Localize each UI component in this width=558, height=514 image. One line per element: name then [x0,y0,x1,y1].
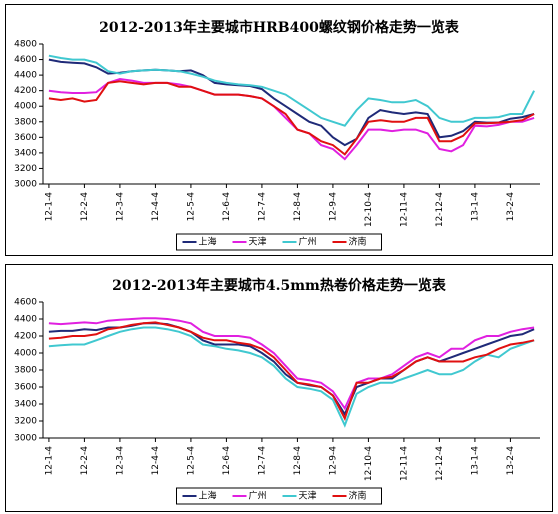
chart: 2012-2013年主要城市4.5mm热卷价格走势一览表 3000 3200 3400… [5,264,553,512]
chart: 2012-2013年主要城市HRB400螺纹钢价格走势一览表 3000 3200 34… [5,4,553,256]
x-tick-label: 12-3-4 [115,446,125,476]
y-tick-label: 3200 [14,164,37,174]
y-tick-label: 4600 [14,298,37,308]
chart-frame [5,4,553,256]
x-tick-label: 12-10-4 [364,446,374,481]
y-tick-label: 3800 [14,366,37,376]
x-tick-label: 12-10-4 [364,192,374,227]
x-tick-label: 12-4-4 [151,446,161,476]
legend-label: 济南 [349,490,367,502]
y-tick-label: 3800 [14,117,37,127]
x-tick-label: 12-11-4 [399,446,409,481]
x-tick-label: 13-1-4 [470,192,480,222]
x-tick-label: 12-2-4 [80,192,90,222]
series-line [48,326,535,428]
legend-label: 广州 [249,490,267,502]
y-tick-label: 3600 [14,383,37,393]
y-tick-label: 3600 [14,133,37,143]
y-tick-label: 3000 [14,434,37,444]
y-tick-label: 4000 [14,102,37,112]
y-tick-label: 4200 [14,332,37,342]
x-tick-label: 12-7-4 [257,446,267,476]
y-tick-label: 3000 [14,180,37,190]
chart-title: 2012-2013年主要城市HRB400螺纹钢价格走势一览表 [99,19,460,36]
chart-title: 2012-2013年主要城市4.5mm热卷价格走势一览表 [112,277,447,294]
x-tick-label: 13-2-4 [506,192,516,222]
x-tick-label: 12-7-4 [257,192,267,222]
legend-label: 上海 [199,236,217,248]
x-tick-label: 12-5-4 [186,192,196,222]
x-tick-label: 12-4-4 [151,192,161,222]
legend-label: 济南 [349,236,367,248]
x-tick-label: 12-8-4 [293,446,303,476]
y-tick-label: 3200 [14,417,37,427]
legend-label: 广州 [299,236,317,248]
x-tick-label: 12-1-4 [44,446,54,476]
x-tick-label: 12-1-4 [44,192,54,222]
series-line [48,317,535,411]
y-tick-label: 3400 [14,148,37,158]
y-tick-label: 4200 [14,86,37,96]
series-line [48,80,535,156]
y-tick-label: 4000 [14,349,37,359]
y-tick-label: 4400 [14,315,37,325]
x-tick-label: 13-2-4 [506,446,516,476]
x-tick-label: 12-11-4 [399,192,409,227]
x-tick-label: 12-6-4 [222,192,232,222]
legend-box [176,487,382,505]
y-tick-label: 4600 [14,55,37,65]
chart-frame [5,264,553,512]
legend-label: 天津 [299,491,317,502]
x-tick-label: 12-12-4 [435,446,445,481]
series-line [48,321,535,421]
legend-box [176,233,382,251]
y-tick-label: 3400 [14,400,37,410]
y-tick-label: 4400 [14,71,37,81]
x-tick-label: 12-12-4 [435,192,445,227]
x-tick-label: 12-2-4 [80,446,90,476]
x-tick-label: 12-3-4 [115,192,125,222]
x-tick-label: 12-6-4 [222,446,232,476]
legend-label: 上海 [199,490,217,502]
x-tick-label: 12-5-4 [186,446,196,476]
series-line [48,77,535,161]
y-tick-label: 4800 [14,40,37,50]
x-tick-label: 12-9-4 [328,192,338,222]
x-tick-label: 13-1-4 [470,446,480,476]
series-line [48,54,535,127]
legend-label: 天津 [249,237,267,248]
x-tick-label: 12-8-4 [293,192,303,222]
x-tick-label: 12-9-4 [328,446,338,476]
